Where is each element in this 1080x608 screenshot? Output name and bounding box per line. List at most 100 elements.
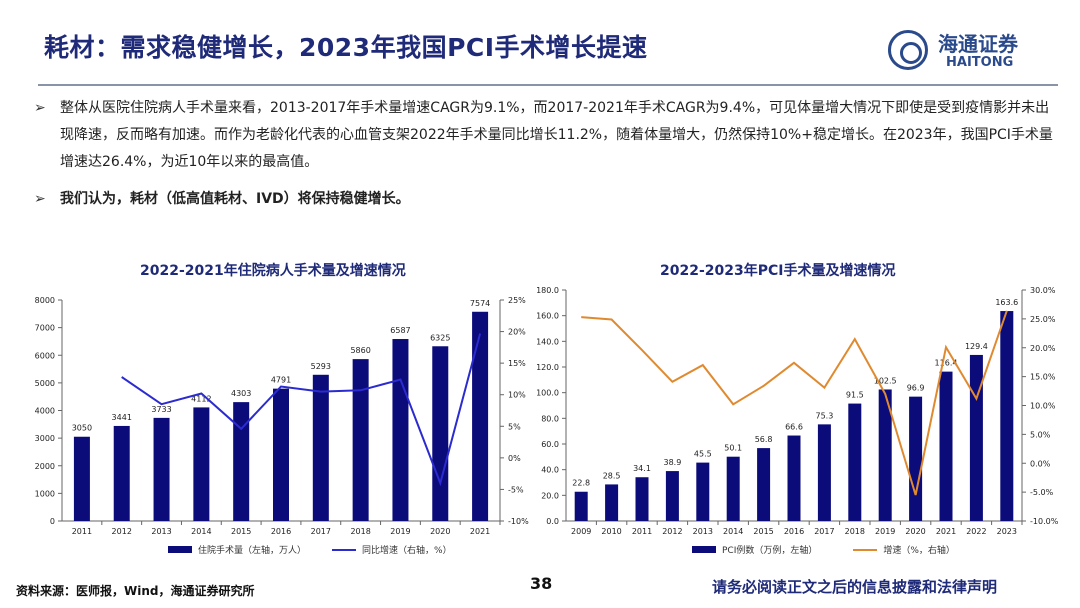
bar-data-label: 116.4 xyxy=(935,359,958,368)
right-tick-label: 25.0% xyxy=(1030,315,1056,324)
bar-data-label: 102.5 xyxy=(874,376,897,385)
x-tick-label: 2023 xyxy=(997,527,1017,536)
x-tick-label: 2020 xyxy=(430,527,450,536)
bar-data-label: 22.8 xyxy=(572,479,590,488)
bar-data-label: 5860 xyxy=(350,346,370,355)
chart-title-left: 2022-2021年住院病人手术量及增速情况 xyxy=(140,263,406,279)
x-tick-label: 2015 xyxy=(231,527,251,536)
bar-data-label: 3733 xyxy=(151,405,171,414)
x-tick-label: 2017 xyxy=(814,527,834,536)
left-tick-label: 6000 xyxy=(35,351,55,360)
bar-data-label: 45.5 xyxy=(694,450,712,459)
bar xyxy=(696,462,710,521)
x-tick-label: 2013 xyxy=(151,527,171,536)
bar-data-label: 4791 xyxy=(271,376,291,385)
bar-data-label: 91.5 xyxy=(846,391,864,400)
legend-bar-swatch xyxy=(168,546,192,553)
legend-left: 住院手术量（左轴，万人） 同比增速（右轴，%） xyxy=(168,543,452,556)
bar-data-label: 3050 xyxy=(72,424,92,433)
left-tick-label: 2000 xyxy=(35,462,55,471)
bar xyxy=(233,402,250,521)
bar xyxy=(909,396,923,521)
bar xyxy=(969,354,983,521)
bar-data-label: 3441 xyxy=(112,413,132,422)
left-tick-label: 1000 xyxy=(35,489,55,498)
logo-emblem-icon xyxy=(888,30,928,70)
x-tick-label: 2012 xyxy=(112,527,132,536)
bar xyxy=(352,359,369,521)
bar xyxy=(939,371,953,521)
left-tick-label: 80.0 xyxy=(541,414,559,423)
bar-data-label: 28.5 xyxy=(603,471,621,480)
right-tick-label: 30.0% xyxy=(1030,286,1056,295)
right-tick-label: 0% xyxy=(508,454,521,463)
bar-data-label: 4303 xyxy=(231,389,251,398)
bar xyxy=(878,389,892,521)
x-tick-label: 2011 xyxy=(72,527,92,536)
legend-line-swatch xyxy=(332,548,357,551)
bar-data-label: 163.6 xyxy=(995,298,1018,307)
bar xyxy=(635,477,649,521)
left-tick-label: 40.0 xyxy=(541,466,559,475)
bar-data-label: 129.4 xyxy=(965,342,988,351)
bullet-text: 我们认为，耗材（低高值耗材、IVD）将保持稳健增长。 xyxy=(60,191,410,207)
x-tick-label: 2019 xyxy=(875,527,895,536)
page-title: 耗材：需求稳健增长，2023年我国PCI手术增长提速 xyxy=(44,33,648,62)
right-tick-label: -5% xyxy=(508,485,524,494)
source-note: 资料来源：医师报，Wind，海通证券研究所 xyxy=(16,584,255,598)
legend-line-swatch xyxy=(853,548,878,551)
arrow-bullet-icon: ➢ xyxy=(34,100,46,116)
bar xyxy=(817,424,831,521)
left-tick-label: 3000 xyxy=(35,434,55,443)
legend-label: PCI例数（万例，左轴） xyxy=(722,546,818,556)
bar xyxy=(392,339,409,521)
x-tick-label: 2020 xyxy=(905,527,925,536)
left-tick-label: 5000 xyxy=(35,379,55,388)
x-tick-label: 2013 xyxy=(693,527,713,536)
left-tick-label: 180.0 xyxy=(536,286,559,295)
bar-data-label: 50.1 xyxy=(724,444,742,453)
x-tick-label: 2018 xyxy=(350,527,370,536)
right-tick-label: -10.0% xyxy=(1030,517,1059,526)
left-tick-label: 120.0 xyxy=(536,363,559,372)
bar xyxy=(787,435,801,521)
header-divider xyxy=(38,84,1058,86)
x-tick-label: 2015 xyxy=(753,527,773,536)
legend-label: 同比增速（右轴，%） xyxy=(362,546,452,556)
bar xyxy=(757,448,771,521)
bullet-list: ➢ 整体从医院住院病人手术量来看，2013-2017年手术量增速CAGR为9.1… xyxy=(34,95,1054,213)
bar xyxy=(312,374,329,521)
left-tick-label: 100.0 xyxy=(536,389,559,398)
right-tick-label: 10% xyxy=(508,391,526,400)
x-tick-label: 2021 xyxy=(936,527,956,536)
x-tick-label: 2021 xyxy=(470,527,490,536)
bar-data-label: 7574 xyxy=(470,299,490,308)
x-tick-label: 2022 xyxy=(966,527,986,536)
legend-bar-swatch xyxy=(692,546,716,553)
bar-data-label: 66.6 xyxy=(785,423,803,432)
right-tick-label: 25% xyxy=(508,296,526,305)
chart-title-right: 2022-2023年PCI手术量及增速情况 xyxy=(660,263,896,279)
bar xyxy=(113,425,130,521)
right-tick-label: 20.0% xyxy=(1030,344,1056,353)
bar-data-label: 4112 xyxy=(191,394,211,403)
legend-right: PCI例数（万例，左轴） 增速（%，右轴） xyxy=(692,543,955,556)
right-tick-label: 0.0% xyxy=(1030,459,1051,468)
bar xyxy=(472,311,489,521)
bar xyxy=(574,491,588,521)
logo-en: HAITONG xyxy=(946,55,1014,70)
left-tick-label: 8000 xyxy=(35,296,55,305)
x-tick-label: 2011 xyxy=(632,527,652,536)
left-tick-label: 0.0 xyxy=(546,517,559,526)
right-tick-label: 10.0% xyxy=(1030,402,1056,411)
right-tick-label: 20% xyxy=(508,328,526,337)
page-number: 38 xyxy=(530,574,553,593)
left-tick-label: 7000 xyxy=(35,324,55,333)
left-tick-label: 160.0 xyxy=(536,312,559,321)
x-tick-label: 2014 xyxy=(723,527,743,536)
right-tick-label: 5% xyxy=(508,422,521,431)
x-tick-label: 2014 xyxy=(191,527,211,536)
x-tick-label: 2012 xyxy=(662,527,682,536)
x-tick-label: 2019 xyxy=(390,527,410,536)
